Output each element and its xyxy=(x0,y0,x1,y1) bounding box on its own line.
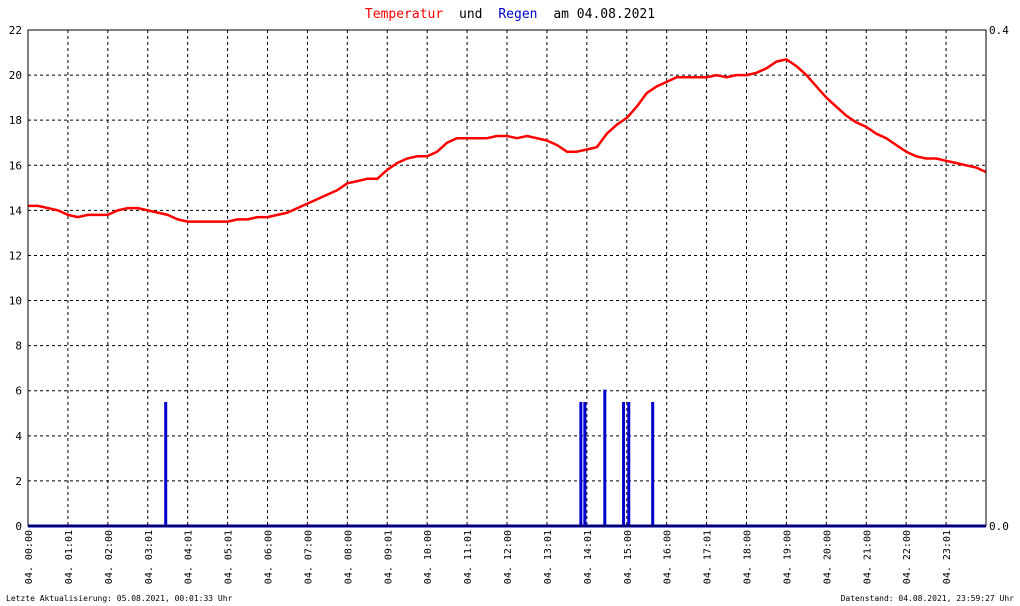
y-left-tick-label: 14 xyxy=(9,204,23,217)
x-tick-label: 04. 18:00 xyxy=(743,530,754,584)
temperature-line-group xyxy=(28,58,987,223)
title-rain: Regen xyxy=(498,7,537,22)
x-tick-labels: 04. 00:00 04. 01:01 04. 02:00 04. 03:01 04. … xyxy=(24,530,953,584)
x-tick-label: 04. 08:00 xyxy=(343,530,354,584)
x-tick-label: 04. 01:01 xyxy=(64,530,75,584)
x-tick-label: 04. 13:01 xyxy=(543,530,554,584)
title-temperature: Temperatur xyxy=(365,7,443,22)
x-tick-label: 04. 03:01 xyxy=(144,530,155,584)
rain-bar xyxy=(164,402,168,526)
y-left-tick-label: 12 xyxy=(9,249,22,262)
title-date: am 04.08.2021 xyxy=(553,7,655,22)
y-left-tick-label: 22 xyxy=(9,24,22,37)
x-tick-label: 04. 22:00 xyxy=(902,530,913,584)
rain-bar xyxy=(651,402,655,526)
x-tick-label: 04. 16:00 xyxy=(663,530,674,584)
y-left-tick-label: 10 xyxy=(9,295,22,308)
x-tick-label: 04. 19:00 xyxy=(782,530,793,584)
y-left-tick-label: 2 xyxy=(15,475,22,488)
x-tick-label: 04. 20:00 xyxy=(822,530,833,584)
rain-bar xyxy=(579,402,583,526)
y-left-tick-label: 4 xyxy=(15,430,22,443)
chart-title: Temperatur und Regen am 04.08.2021 xyxy=(365,7,655,22)
rain-bar xyxy=(627,402,631,526)
x-tick-label: 04. 09:01 xyxy=(383,530,394,584)
x-tick-label: 04. 15:00 xyxy=(623,530,634,584)
x-tick-label: 04. 12:00 xyxy=(503,530,514,584)
grid xyxy=(28,30,986,526)
footer-last-update: Letzte Aktualisierung: 05.08.2021, 00:01… xyxy=(6,594,233,603)
x-tick-label: 04. 07:00 xyxy=(303,530,314,584)
plot-frame xyxy=(27,29,987,527)
x-tick-label: 04. 06:00 xyxy=(264,530,275,584)
y-right-tick-label: 0.0 xyxy=(989,520,1009,533)
x-tick-label: 04. 21:00 xyxy=(862,530,873,584)
x-tick-label: 04. 00:00 xyxy=(24,530,35,584)
y-left-tick-label: 16 xyxy=(9,159,22,172)
axes xyxy=(27,29,987,527)
rain-bar xyxy=(622,402,626,526)
y-right-tick-label: 0.4 xyxy=(989,24,1009,37)
y-left-tick-label: 6 xyxy=(15,385,22,398)
y-left-tick-label: 18 xyxy=(9,114,22,127)
y-left-tick-label: 0 xyxy=(15,520,22,533)
x-tick-label: 04. 02:00 xyxy=(104,530,115,584)
x-tick-label: 04. 10:00 xyxy=(423,530,434,584)
rain-bar xyxy=(603,389,607,526)
x-tick-label: 04. 11:01 xyxy=(463,530,474,584)
x-tick-label: 04. 14:01 xyxy=(583,530,594,584)
y-left-tick-label: 8 xyxy=(15,340,22,353)
x-tick-label: 04. 17:01 xyxy=(703,530,714,584)
y-right-tick-labels: 0.0 0.4 xyxy=(989,24,1009,533)
x-tick-label: 04. 05:01 xyxy=(224,530,235,584)
temperature-line xyxy=(28,58,987,223)
y-left-tick-labels: 0 2 4 6 8 10 12 14 16 18 20 22 xyxy=(9,24,23,533)
y-left-tick-label: 20 xyxy=(9,69,22,82)
rain-bar xyxy=(583,402,587,526)
title-und: und xyxy=(459,7,482,22)
footer-data-status: Datenstand: 04.08.2021, 23:59:27 Uhr xyxy=(841,594,1015,603)
x-tick-label: 04. 04:01 xyxy=(184,530,195,584)
x-tick-label: 04. 23:01 xyxy=(942,530,953,584)
